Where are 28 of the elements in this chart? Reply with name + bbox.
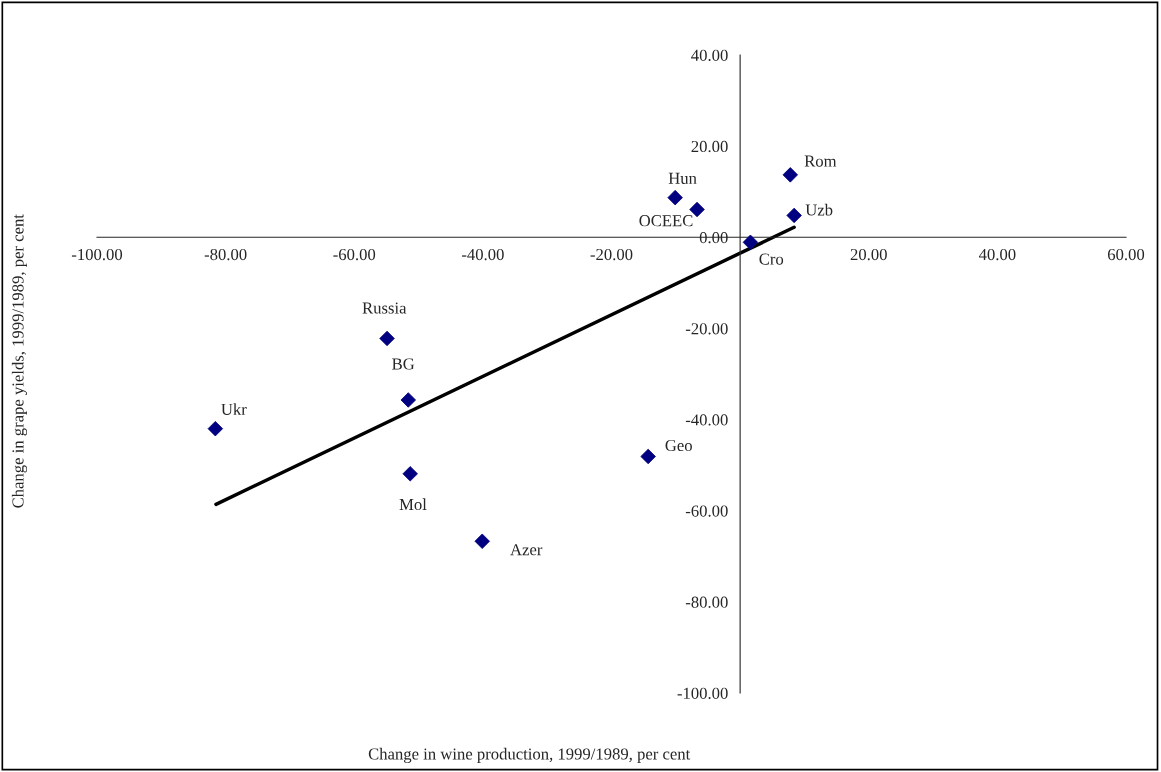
y-tick-label: -60.00 xyxy=(685,505,728,517)
annotation: Azer xyxy=(510,544,543,556)
x-axis-title: Change in wine production, 1999/1989, per cent xyxy=(368,747,691,764)
annotation: Rom xyxy=(804,155,837,167)
x-tick-label: 40.00 xyxy=(978,248,1016,261)
x-tick-label: -40.00 xyxy=(461,248,504,261)
y-tick-label: 40.00 xyxy=(691,49,728,62)
y-axis-title: Change in grape yields, 1999/1989, per cent xyxy=(11,214,28,508)
annotation: OCEEC xyxy=(639,215,693,227)
y-tick-label: -20.00 xyxy=(685,323,728,335)
annotation: Russia xyxy=(362,302,407,314)
annotation: Cro xyxy=(759,253,784,265)
x-tick-label: 60.00 xyxy=(1107,248,1145,261)
annotation: Mol xyxy=(399,498,427,511)
x-tick-label: -80.00 xyxy=(204,248,247,261)
annotation: Uzb xyxy=(805,203,833,216)
y-tick-label: 20.00 xyxy=(691,140,728,153)
y-tick-label: -80.00 xyxy=(685,596,728,608)
y-tick-label: -40.00 xyxy=(685,414,728,426)
y-tick-label: -100.00 xyxy=(677,687,728,700)
annotation: BG xyxy=(392,358,415,370)
x-tick-label: -100.00 xyxy=(71,248,123,261)
x-tick-label: -60.00 xyxy=(333,248,376,261)
annotation: Geo xyxy=(665,439,692,452)
annotation: Ukr xyxy=(221,403,247,415)
annotation: Hun xyxy=(668,172,697,184)
x-tick-label: -20.00 xyxy=(590,248,633,261)
x-tick-label: 20.00 xyxy=(850,248,887,261)
